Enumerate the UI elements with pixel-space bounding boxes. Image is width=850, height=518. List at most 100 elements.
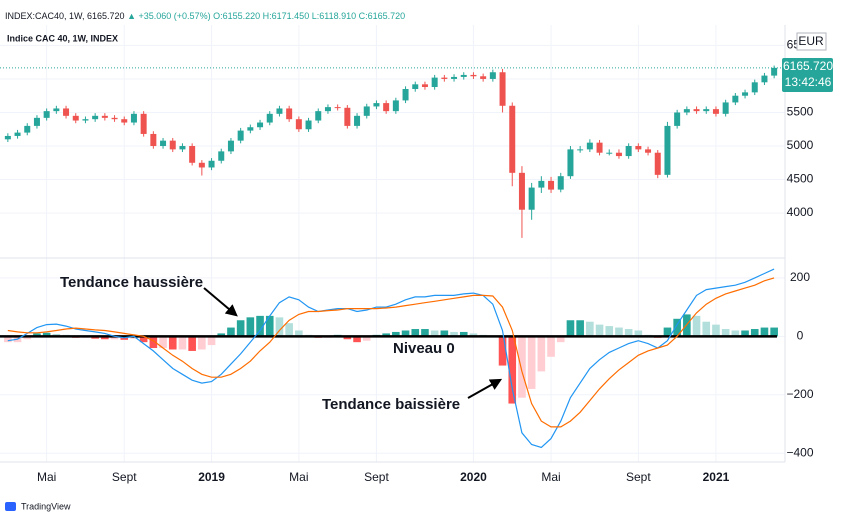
candle-body: [751, 82, 758, 93]
histogram-bar: [42, 332, 51, 337]
histogram-bar: [750, 329, 759, 337]
candle-body: [276, 108, 283, 114]
candle-body: [305, 120, 312, 130]
header-change: +35.060 (+0.57%): [139, 11, 211, 21]
histogram-bar: [702, 321, 711, 337]
x-tick-label: Sept: [364, 470, 389, 484]
histogram-bar: [149, 336, 158, 349]
histogram-bar: [188, 336, 196, 351]
candle-body: [635, 146, 642, 150]
x-tick-label: Mai: [541, 470, 560, 484]
candle-body: [470, 74, 477, 77]
candle-body: [586, 142, 593, 150]
histogram-bar: [721, 329, 730, 337]
candle-body: [354, 115, 361, 126]
x-tick-label: 2020: [460, 470, 487, 484]
histogram-bar: [285, 323, 293, 337]
histogram-bar: [198, 336, 206, 350]
candle-body: [548, 180, 555, 190]
histogram-bar: [430, 330, 439, 337]
candle-body: [567, 149, 574, 177]
histogram-bar: [265, 315, 274, 337]
x-tick-label: 2021: [703, 470, 730, 484]
candle-body: [24, 125, 31, 133]
x-tick-label: Sept: [626, 470, 651, 484]
y-tick-label: 4500: [787, 172, 814, 186]
histogram-bar: [139, 336, 148, 343]
candle-body: [247, 127, 254, 131]
y-tick-label: 0: [797, 328, 804, 342]
annotation-arrow: [203, 287, 238, 317]
histogram-bar: [110, 336, 119, 340]
header-high: H:6171.450: [263, 11, 310, 21]
histogram-bar: [663, 327, 672, 337]
histogram-bar: [605, 326, 614, 337]
histogram-bar: [101, 336, 109, 340]
candle-body: [383, 103, 390, 112]
histogram-bar: [586, 321, 594, 337]
candle-body: [722, 102, 729, 114]
price-tag: 6165.720: [783, 59, 833, 73]
histogram-bar: [207, 336, 216, 346]
candle-body: [431, 77, 438, 87]
y-tick-label: −400: [786, 445, 813, 459]
y-tick-label: 200: [790, 270, 810, 284]
header-arrow: ▲: [127, 11, 136, 21]
y-tick-label: 5000: [787, 138, 814, 152]
annotation: Tendance baissière: [322, 396, 460, 413]
histogram-bar: [469, 333, 478, 337]
candle-body: [499, 72, 506, 106]
candle-body: [14, 132, 21, 136]
candle-body: [130, 113, 137, 123]
histogram-bar: [401, 330, 410, 337]
candle-body: [315, 111, 322, 121]
candle-body: [392, 100, 399, 112]
histogram-bar: [353, 336, 361, 343]
candle-body: [373, 103, 380, 107]
histogram-bar: [256, 315, 264, 337]
histogram-bar: [295, 330, 303, 337]
candle-body: [344, 107, 351, 126]
y-tick-label: 5500: [787, 105, 814, 119]
time-tag: 13:42:46: [785, 75, 832, 89]
price-tag-box: [782, 58, 833, 92]
candle-body: [509, 105, 516, 173]
histogram-bar: [760, 327, 769, 337]
header-low: L:6118.910: [312, 11, 356, 21]
candle-body: [528, 187, 535, 210]
annotation-arrow: [467, 378, 503, 399]
histogram-bar: [217, 333, 226, 337]
histogram-bar: [440, 330, 449, 337]
candle-body: [286, 108, 293, 120]
histogram-bar: [537, 336, 546, 372]
histogram-bar: [411, 329, 420, 337]
candle-body: [169, 140, 176, 150]
histogram-bar: [168, 336, 177, 350]
footer-logo: TradingView: [5, 501, 71, 511]
candle-body: [160, 140, 167, 147]
histogram-bar: [527, 336, 536, 389]
histogram-bar: [382, 333, 390, 337]
histogram-bar: [566, 320, 575, 337]
candle-body: [606, 152, 613, 154]
candle-body: [480, 76, 487, 79]
histogram-bar: [4, 336, 12, 343]
logo-icon: [5, 502, 16, 511]
candle-body: [664, 125, 671, 175]
candle-body: [43, 111, 50, 118]
y-tick-label: −200: [786, 387, 813, 401]
candle-body: [518, 172, 525, 210]
candle-body: [208, 160, 215, 168]
histogram-bar: [712, 324, 720, 337]
header-open: O:6155.220: [213, 11, 260, 21]
candle-body: [150, 133, 157, 147]
candle-body: [538, 180, 545, 188]
histogram-bar: [33, 333, 41, 337]
x-tick-label: Mai: [37, 470, 56, 484]
candle-body: [761, 75, 768, 83]
candle-body: [596, 142, 603, 153]
candle-body: [92, 115, 99, 120]
annotation: Niveau 0: [393, 340, 455, 357]
histogram-bar: [421, 329, 429, 337]
